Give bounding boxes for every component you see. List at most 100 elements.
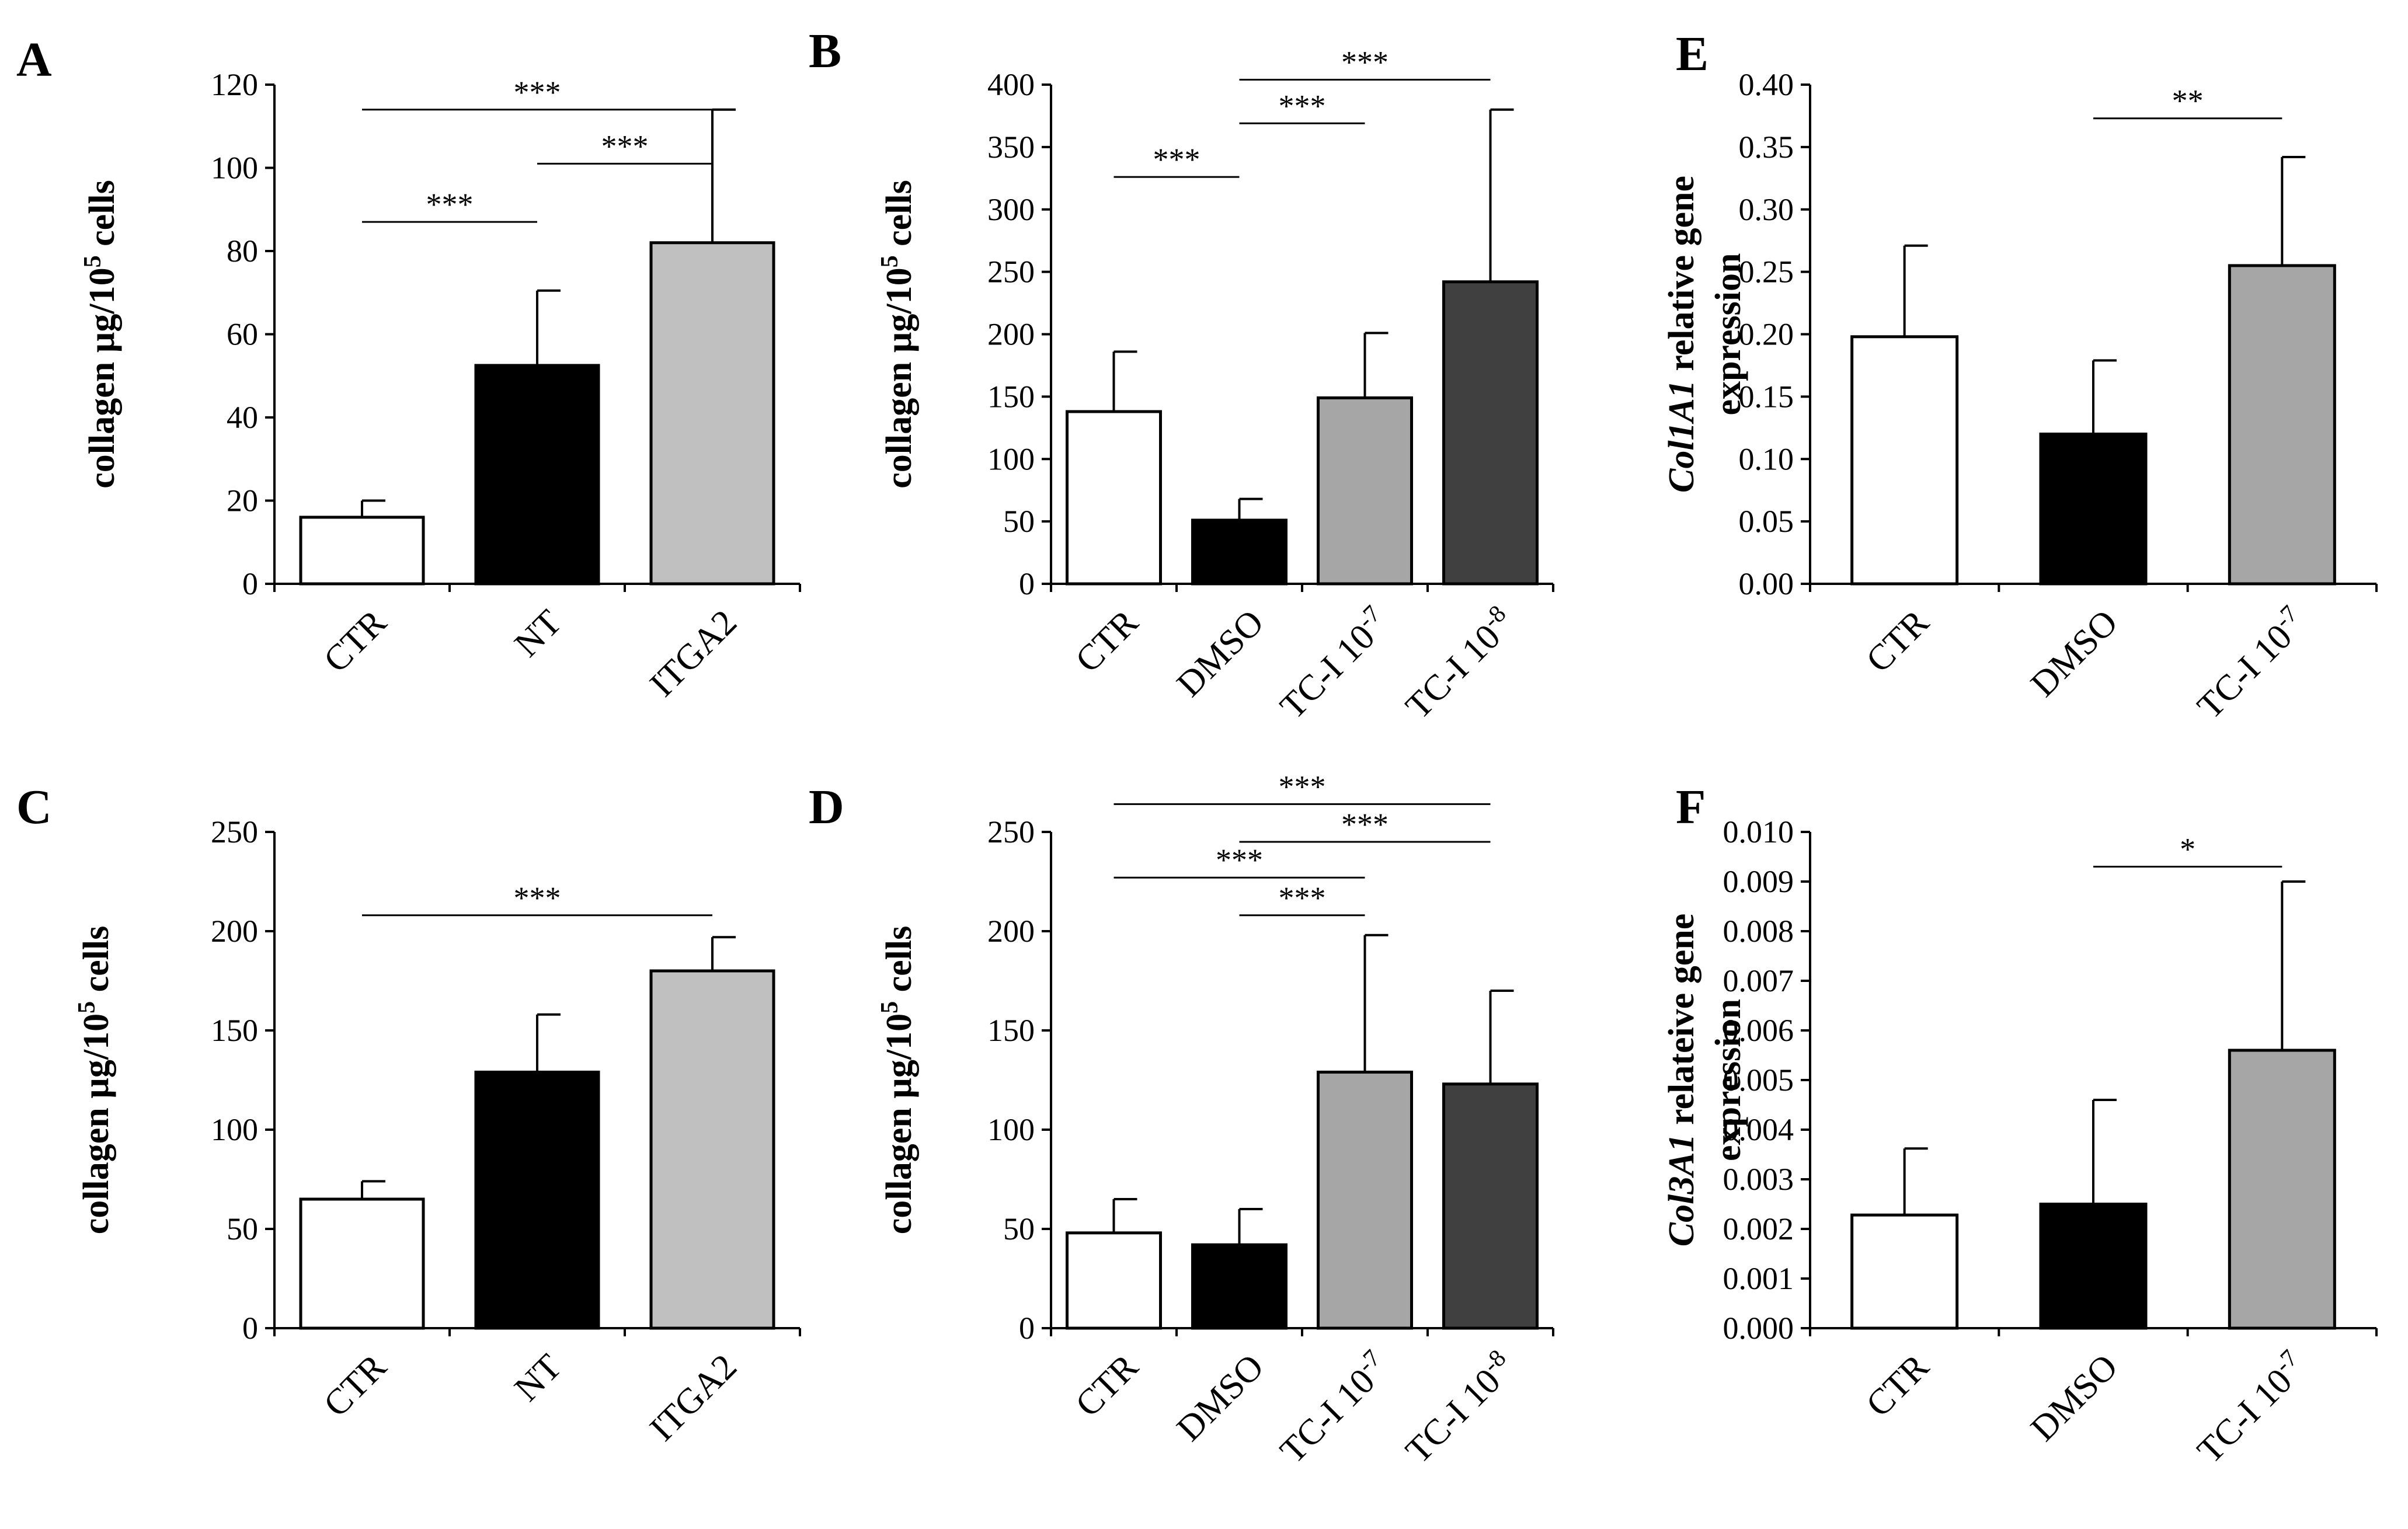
bar-1: [2039, 1203, 2148, 1330]
category-label: CTR: [1859, 1346, 1937, 1424]
category-label: CTR: [1068, 1346, 1146, 1424]
bar-1: [474, 364, 600, 586]
significance-label: ***: [514, 75, 561, 110]
y-tick-label: 0.20: [1739, 317, 1794, 352]
y-tick-label: 300: [987, 192, 1035, 227]
y-tick-label: 100: [987, 441, 1035, 476]
y-tick-label: 0: [242, 566, 258, 601]
bar-3: [1442, 1082, 1539, 1330]
y-tick-label: 200: [987, 317, 1035, 352]
y-tick-label: 0.010: [1723, 814, 1794, 849]
category-label: DMSO: [1170, 1347, 1272, 1449]
bar-0: [1066, 1231, 1162, 1330]
significance-label: ***: [1341, 807, 1389, 842]
chart-panel-d: D 0 50 100 150 200 250 CTR DMSO TC-I 10-7 TC-I 10-…: [809, 769, 1554, 1471]
category-label: ITGA2: [642, 602, 744, 705]
y-tick-label: 50: [1003, 504, 1035, 539]
y-tick-label: 0.30: [1739, 192, 1794, 227]
category-label: CTR: [1859, 602, 1937, 680]
significance-label: ***: [1216, 842, 1263, 877]
y-tick-label: 50: [1003, 1211, 1035, 1246]
panel-letter: A: [16, 33, 52, 87]
chart-panel-a: A 0 20 40 60 80 100 120 CTR NT ITGA2 *** *** *** colla…: [16, 33, 801, 705]
significance-label: ***: [1279, 88, 1326, 123]
bar-1: [1191, 518, 1287, 586]
y-axis-label-line2: expression: [1708, 999, 1748, 1161]
category-label: TC-I 10-8: [1396, 1345, 1522, 1471]
significance-label: ***: [1153, 142, 1200, 177]
y-tick-label: 0: [1019, 566, 1035, 601]
chart-panel-e: E 0.00 0.05 0.10 0.15 0.20 0.25 0.30 0.35 0.40 CTR…: [1662, 27, 2378, 727]
y-tick-label: 0: [242, 1311, 258, 1346]
y-axis-label: collagen µg/105 cells: [74, 926, 116, 1235]
bar-0: [1850, 335, 1959, 586]
bar-2: [2228, 1049, 2336, 1330]
significance-label: ***: [1279, 769, 1326, 804]
category-label: TC-I 10-8: [1396, 600, 1522, 726]
category-label: DMSO: [2023, 602, 2125, 705]
bar-2: [1317, 1070, 1413, 1330]
y-tick-label: 120: [211, 67, 258, 102]
y-tick-label: 0.001: [1723, 1261, 1794, 1296]
bar-3: [1442, 280, 1539, 586]
significance-label: ***: [514, 880, 561, 915]
category-label: TC-I 10-7: [1271, 600, 1397, 726]
y-axis-label: collagen µg/105 cells: [79, 180, 122, 489]
panel-letter: E: [1676, 27, 1708, 81]
y-tick-label: 20: [227, 483, 258, 518]
y-tick-label: 100: [211, 151, 258, 186]
y-tick-label: 0: [1019, 1311, 1035, 1346]
y-axis-label: collagen µg/105 cells: [876, 926, 919, 1235]
y-tick-label: 0.40: [1739, 67, 1794, 102]
y-axis-label: Col3A1 relateive gene: [1662, 914, 1701, 1247]
y-tick-label: 0.005: [1723, 1063, 1794, 1098]
y-tick-label: 150: [987, 379, 1035, 414]
category-label: DMSO: [1170, 602, 1272, 705]
bar-2: [1317, 396, 1413, 586]
bar-1: [1191, 1243, 1287, 1330]
y-tick-label: 100: [211, 1112, 258, 1147]
category-label: TC-I 10-7: [2188, 600, 2314, 726]
category-label: CTR: [316, 1346, 395, 1424]
y-tick-label: 80: [227, 234, 258, 269]
bar-2: [2228, 264, 2336, 586]
bar-1: [2039, 433, 2148, 586]
y-axis-label: Col1A1 relative gene: [1662, 176, 1701, 493]
category-label: CTR: [1068, 602, 1146, 680]
category-label: ITGA2: [642, 1347, 744, 1449]
y-tick-label: 0.000: [1723, 1311, 1794, 1346]
y-tick-label: 400: [987, 67, 1035, 102]
bar-0: [299, 516, 425, 586]
y-tick-label: 100: [987, 1112, 1035, 1147]
category-label: TC-I 10-7: [2188, 1345, 2314, 1471]
y-tick-label: 250: [987, 255, 1035, 290]
chart-panel-c: C 0 50 100 150 200 250 CTR NT ITGA2 *** collagen µg…: [16, 780, 801, 1449]
bar-0: [1066, 410, 1162, 586]
bar-0: [1850, 1213, 1959, 1330]
category-label: NT: [507, 602, 569, 665]
y-tick-label: 0.003: [1723, 1162, 1794, 1197]
y-tick-label: 0.006: [1723, 1013, 1794, 1048]
y-tick-label: 60: [227, 317, 258, 352]
y-tick-label: 0.007: [1723, 963, 1794, 998]
y-tick-label: 0.008: [1723, 914, 1794, 949]
significance-label: ***: [1279, 880, 1326, 915]
y-tick-label: 0.05: [1739, 504, 1794, 539]
chart-panel-f: F 0.000 0.001 0.002 0.003 0.004 0.005 0.006 0.00…: [1662, 780, 2378, 1471]
y-tick-label: 0.35: [1739, 130, 1794, 165]
bar-2: [649, 969, 775, 1330]
y-tick-label: 150: [987, 1013, 1035, 1048]
bar-1: [474, 1070, 600, 1330]
category-label: NT: [507, 1347, 569, 1409]
y-tick-label: 0.002: [1723, 1211, 1794, 1246]
y-tick-label: 250: [987, 814, 1035, 849]
panel-letter: C: [16, 780, 52, 834]
y-tick-label: 150: [211, 1013, 258, 1048]
panel-letter: B: [809, 24, 841, 78]
bar-2: [649, 241, 775, 586]
category-label: DMSO: [2023, 1347, 2125, 1449]
category-label: CTR: [316, 602, 395, 680]
